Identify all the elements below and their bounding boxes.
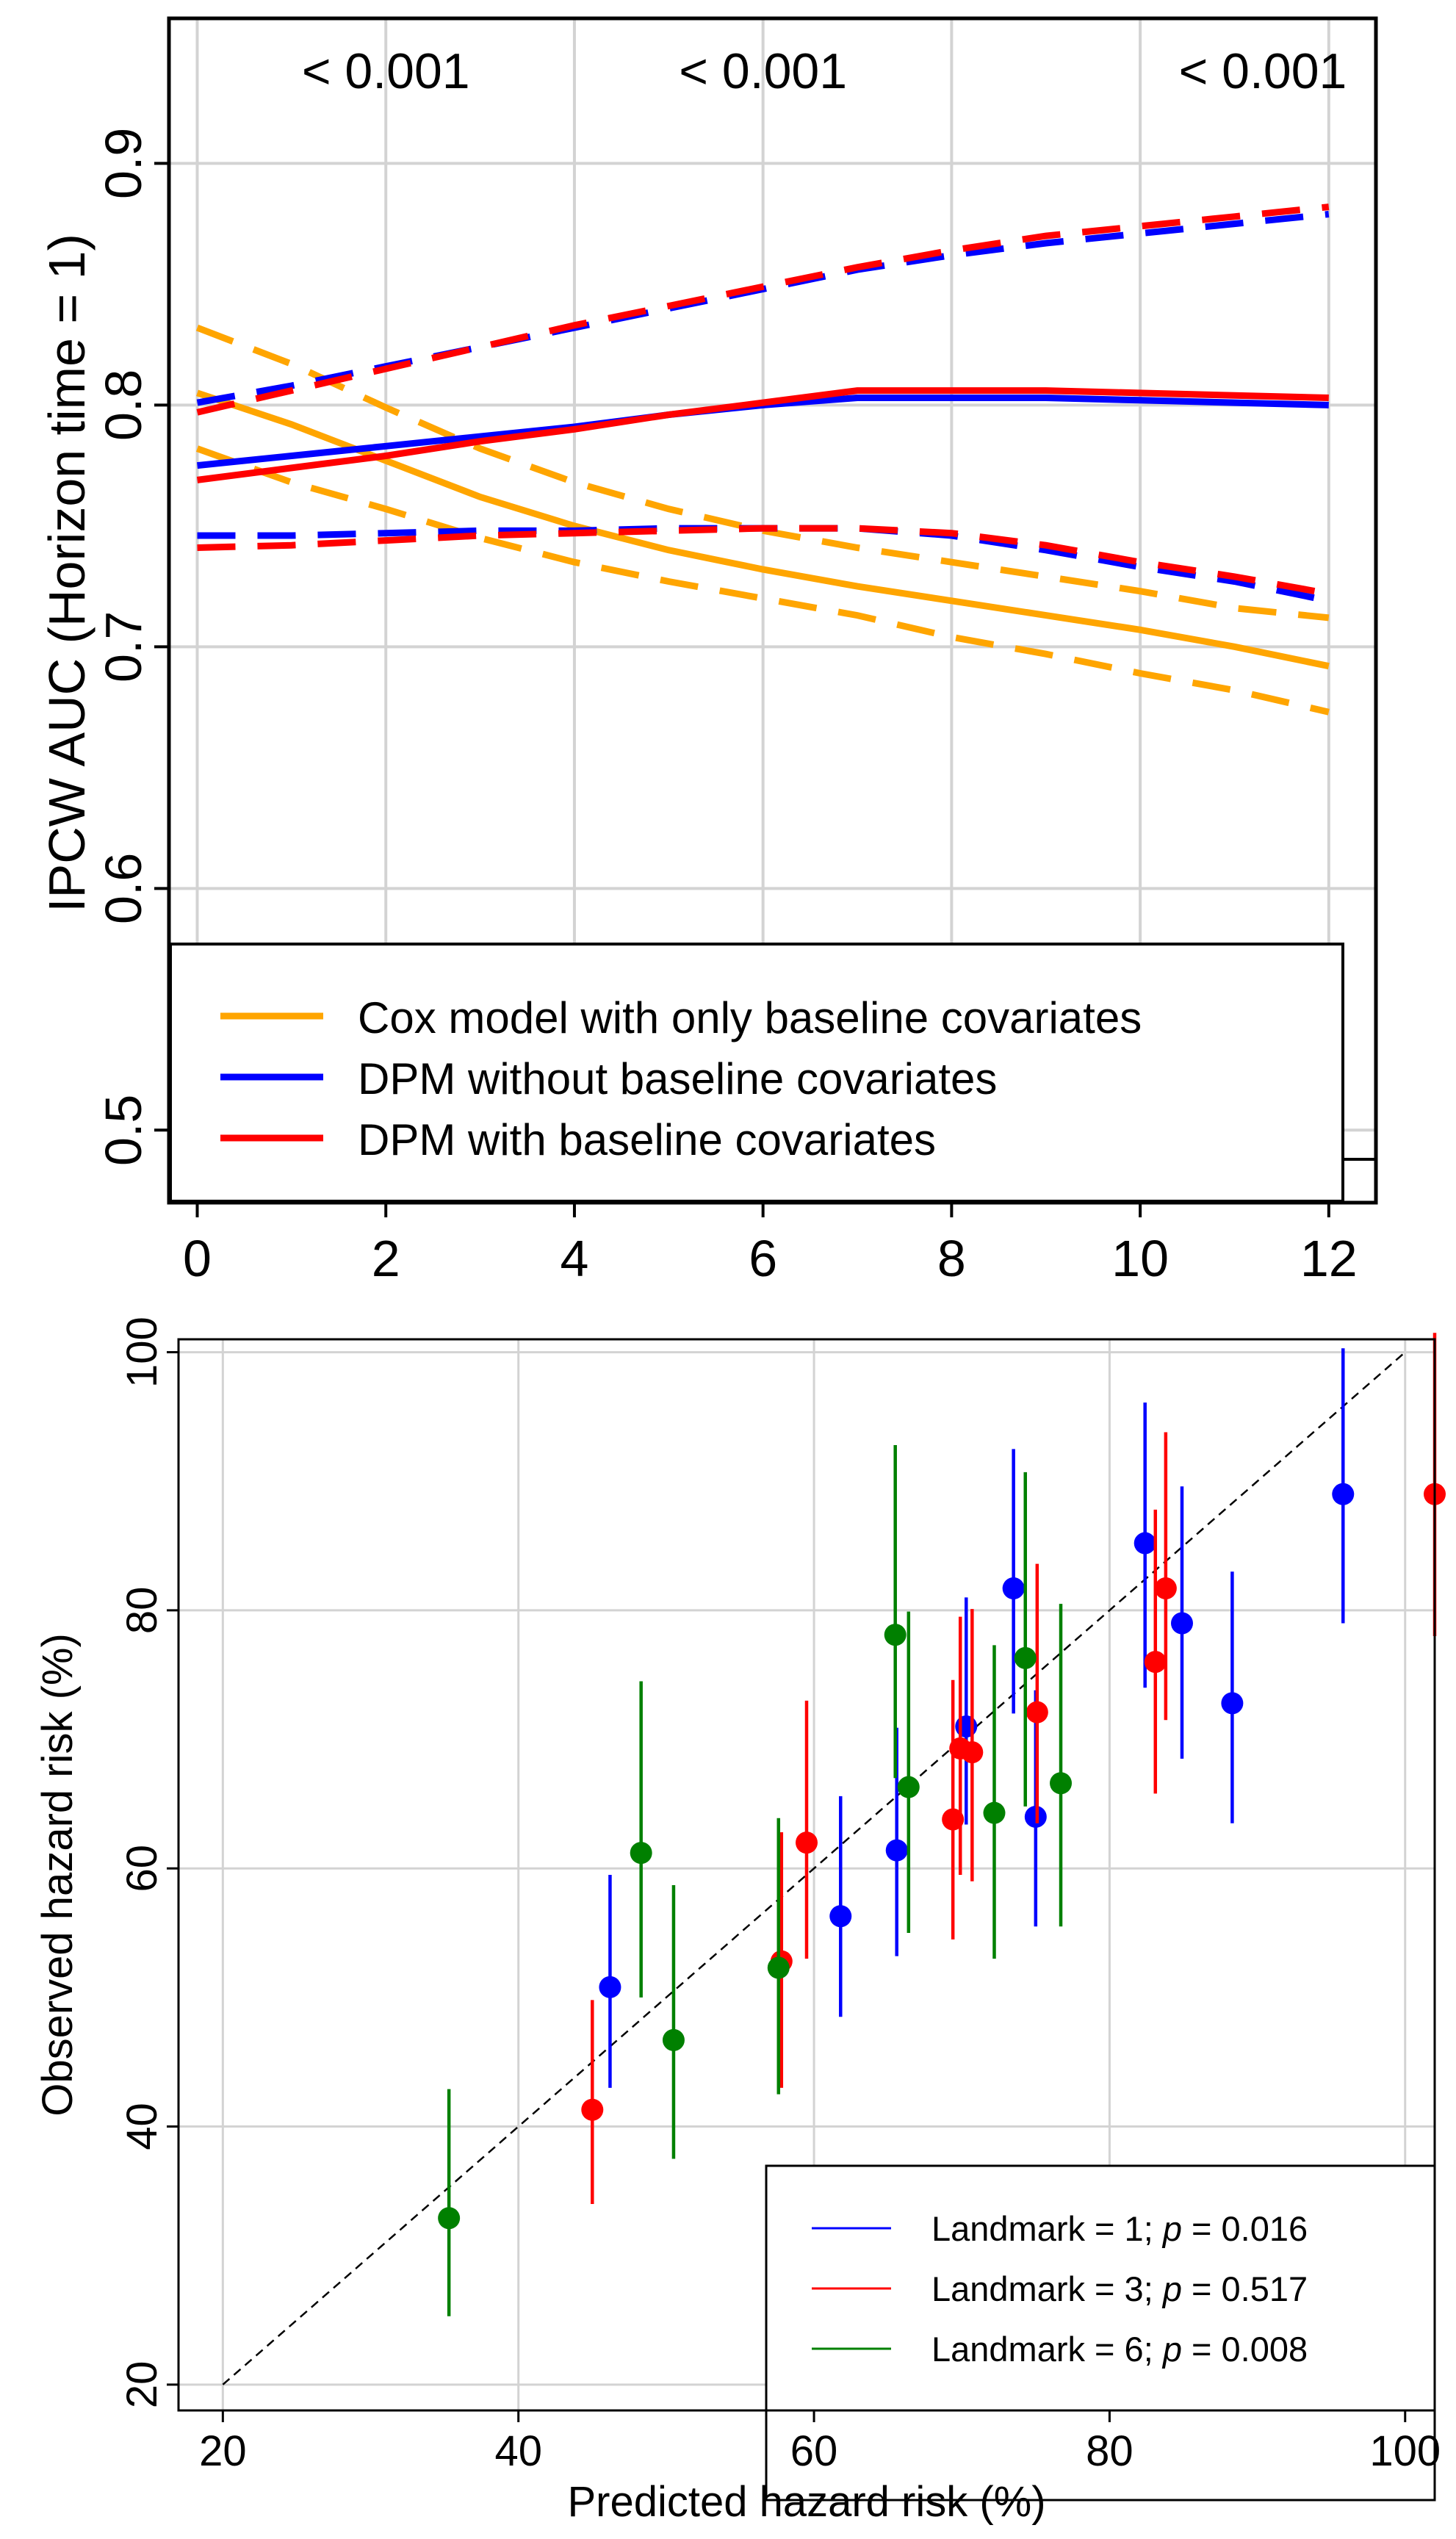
legend-label-landmark-1: Landmark = 1; p = 0.016 <box>931 2209 1308 2248</box>
calibration-x-tick-label: 80 <box>1086 2427 1134 2475</box>
calibration-x-axis-title: Predicted hazard risk (%) <box>567 2478 1045 2526</box>
point-landmark-1 <box>1134 1532 1156 1555</box>
pvalue-label-2: < 0.001 <box>679 43 847 99</box>
calibration-y-axis-title: Observed hazard risk (%) <box>34 1633 82 2117</box>
legend-label-cox: Cox model with only baseline covariates <box>358 993 1142 1042</box>
point-landmark-6 <box>884 1624 907 1646</box>
auc-x-tick-label: 4 <box>560 1230 588 1287</box>
point-landmark-3 <box>1026 1701 1048 1724</box>
point-landmark-3 <box>1154 1577 1177 1600</box>
point-landmark-3 <box>961 1741 984 1764</box>
point-landmark-1 <box>599 1976 621 1998</box>
calibration-panel: Landmark = 1; p = 0.016 Landmark = 3; p … <box>34 1317 1446 2526</box>
calibration-x-tick-label: 20 <box>199 2427 247 2475</box>
calibration-legend-box <box>765 2164 1436 2502</box>
auc-grid <box>169 18 1376 1203</box>
auc-x-tick-label: 6 <box>749 1230 777 1287</box>
auc-x-tick-label: 8 <box>937 1230 966 1287</box>
auc-x-tick-label: 0 <box>183 1230 212 1287</box>
auc-y-tick-label: 0.7 <box>95 611 152 683</box>
auc-estimate-cox <box>196 389 1330 670</box>
auc-lower-ci-cox <box>195 445 1330 716</box>
calibration-y-tick-label: 20 <box>118 2361 166 2409</box>
calibration-y-tick-label: 100 <box>118 1317 166 1388</box>
point-landmark-1 <box>885 1839 908 1862</box>
auc-x-tick-label: 2 <box>372 1230 400 1287</box>
point-landmark-6 <box>1050 1772 1073 1795</box>
auc-x-tick-label: 12 <box>1300 1230 1358 1287</box>
auc-legend: Cox model with only baseline covariates … <box>169 943 1344 1203</box>
calibration-x-tick-label: 100 <box>1369 2427 1441 2475</box>
pvalue-label-1: < 0.001 <box>302 43 470 99</box>
calibration-legend: Landmark = 1; p = 0.016 Landmark = 3; p … <box>765 2164 1436 2502</box>
auc-axis-ticks: 0 2 4 6 8 10 12 0.5 0.6 0.7 0.8 0.9 <box>95 128 1358 1287</box>
calibration-x-tick-label: 40 <box>494 2427 542 2475</box>
point-landmark-1 <box>955 1715 978 1737</box>
point-landmark-3 <box>796 1832 818 1854</box>
point-landmark-1 <box>1170 1612 1193 1635</box>
auc-x-tick-label: 10 <box>1111 1230 1169 1287</box>
identity-dashed-line <box>222 1351 1406 2385</box>
point-landmark-3 <box>942 1808 965 1831</box>
point-landmark-6 <box>767 1956 790 1979</box>
auc-plot-frame <box>167 16 1378 1205</box>
point-landmark-6 <box>1014 1646 1037 1669</box>
calibration-axis-ticks: 20 40 60 80 100 20 40 60 80 100 <box>118 1317 1441 2475</box>
calibration-y-tick-label: 60 <box>118 1845 166 1892</box>
auc-legend-box <box>169 943 1344 1203</box>
auc-upper-ci-dpm-with <box>196 204 1330 416</box>
legend-label-dpm-with: DPM with baseline covariates <box>358 1115 936 1164</box>
point-landmark-1 <box>1332 1483 1355 1505</box>
auc-y-tick-label: 0.9 <box>95 128 152 199</box>
calibration-y-tick-label: 40 <box>118 2103 166 2150</box>
calibration-x-tick-label: 60 <box>790 2427 838 2475</box>
calibration-y-tick-label: 80 <box>118 1587 166 1635</box>
point-landmark-6 <box>983 1801 1006 1824</box>
calibration-reference-line <box>222 1351 1406 2385</box>
legend-label-landmark-6: Landmark = 6; p = 0.008 <box>931 2330 1308 2369</box>
auc-y-tick-label: 0.5 <box>95 1095 152 1166</box>
auc-y-tick-label: 0.8 <box>95 370 152 441</box>
point-landmark-3 <box>581 2098 604 2121</box>
legend-label-dpm-without: DPM without baseline covariates <box>358 1054 997 1103</box>
point-landmark-1 <box>829 1905 852 1928</box>
legend-label-landmark-3: Landmark = 3; p = 0.517 <box>931 2269 1308 2308</box>
point-landmark-6 <box>630 1842 652 1865</box>
auc-pvalue-annotations: < 0.001 < 0.001 < 0.001 <box>302 43 1347 99</box>
point-landmark-1 <box>1002 1577 1025 1600</box>
point-landmark-6 <box>897 1776 920 1798</box>
auc-y-axis-title: IPCW AUC (Horizon time = 1) <box>38 234 95 912</box>
pvalue-label-3: < 0.001 <box>1179 43 1347 99</box>
calibration-points <box>438 1333 1446 2316</box>
point-landmark-6 <box>438 2207 461 2230</box>
point-landmark-6 <box>662 2028 685 2051</box>
point-landmark-3 <box>1144 1651 1167 1674</box>
auc-lower-ci-dpm-with <box>197 525 1330 597</box>
point-landmark-1 <box>1221 1692 1244 1715</box>
auc-estimate-dpm-with <box>196 387 1329 483</box>
auc-y-tick-label: 0.6 <box>95 853 152 924</box>
auc-panel: < 0.001 < 0.001 < 0.001 Cox model with o… <box>38 16 1378 1287</box>
auc-curves <box>195 204 1330 716</box>
calibration-plot-frame <box>177 1338 1436 2412</box>
